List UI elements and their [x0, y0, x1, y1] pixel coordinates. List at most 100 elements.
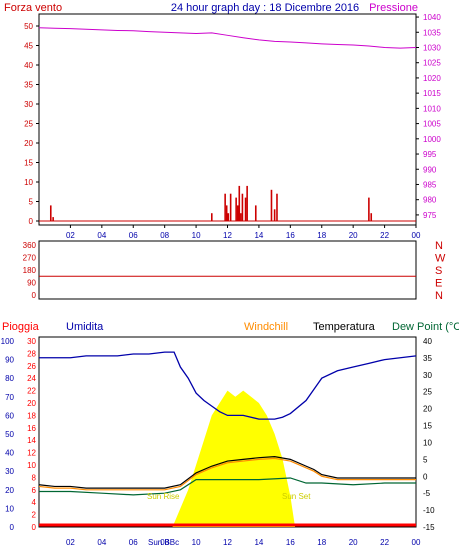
temperature-line	[38, 456, 416, 489]
temperature-axis-tick: 5	[423, 455, 428, 464]
temperature-axis-tick: 40	[423, 337, 432, 346]
time-axis-tick: 02	[66, 231, 75, 240]
legend-humidity: Umidita	[66, 321, 104, 333]
panel1-axes: 0510152025303540455097598098599099510001…	[24, 13, 441, 240]
rain-axis-tick: 20	[27, 399, 36, 408]
time-axis-tick: 08	[160, 231, 169, 240]
time-axis-tick: 14	[254, 231, 263, 240]
direction-axis-tick: 270	[23, 254, 37, 263]
rain-axis-tick: 2	[32, 511, 37, 520]
windchill-line	[38, 457, 416, 491]
time-axis-tick: 06	[129, 231, 138, 240]
pressure-line	[38, 27, 417, 49]
wind-axis-tick: 40	[24, 61, 33, 70]
rain-axis-tick: 28	[27, 349, 36, 358]
wind-axis-tick: 30	[24, 100, 33, 109]
wind-axis-tick: 20	[24, 139, 33, 148]
direction-compass-label: S	[435, 265, 442, 277]
sunshine-area	[172, 390, 296, 527]
rain-axis-tick: 22	[27, 387, 36, 396]
time-axis-tick: 16	[286, 538, 295, 547]
pressure-axis-tick: 1035	[423, 28, 441, 37]
humidity-axis-tick: 60	[5, 411, 14, 420]
temperature-axis-tick: -10	[423, 506, 435, 515]
time-axis-tick: 08	[160, 538, 169, 547]
humidity-axis-tick: 100	[1, 337, 15, 346]
direction-compass-label: E	[435, 278, 442, 290]
humidity-axis-tick: 70	[5, 393, 14, 402]
time-axis-tick: 14	[254, 538, 263, 547]
time-axis-tick: 10	[192, 231, 201, 240]
time-axis-tick: 06	[129, 538, 138, 547]
humidity-axis-tick: 90	[5, 356, 14, 365]
panel3-axes: 0102030405060708090100024681012141618202…	[1, 337, 435, 547]
sun-box-label: Sun BBc	[148, 538, 179, 547]
time-axis-tick: 20	[349, 538, 358, 547]
humidity-axis-tick: 30	[5, 467, 14, 476]
time-axis-tick: 00	[412, 231, 421, 240]
humidity-axis-tick: 0	[10, 523, 15, 532]
sunrise-label: Sun Rise	[147, 492, 180, 501]
panel3-marks	[38, 351, 417, 527]
humidity-line	[39, 351, 417, 420]
time-axis-tick: 12	[223, 231, 232, 240]
time-axis-tick: 16	[286, 231, 295, 240]
temperature-axis-tick: 0	[423, 472, 428, 481]
time-axis-tick: 00	[412, 538, 421, 547]
direction-compass-label: N	[435, 290, 443, 302]
direction-compass-label: W	[435, 253, 446, 265]
rain-axis-tick: 30	[27, 337, 36, 346]
temperature-axis-tick: 25	[423, 388, 432, 397]
temperature-axis-tick: 10	[423, 438, 432, 447]
time-axis-tick: 20	[349, 231, 358, 240]
pressure-axis-tick: 1040	[423, 13, 441, 22]
direction-compass-label: N	[435, 240, 443, 252]
wind-axis-tick: 50	[24, 22, 33, 31]
rain-axis-tick: 24	[27, 374, 36, 383]
header-left-label: Forza vento	[4, 2, 62, 14]
pressure-axis-tick: 1025	[423, 59, 441, 68]
pressure-axis-tick: 990	[423, 165, 437, 174]
wind-axis-tick: 15	[24, 159, 33, 168]
pressure-axis-tick: 980	[423, 196, 437, 205]
rain-axis-tick: 12	[27, 449, 36, 458]
pressure-axis-tick: 1015	[423, 89, 441, 98]
rain-axis-tick: 26	[27, 362, 36, 371]
pressure-axis-tick: 1010	[423, 104, 441, 113]
dewpoint-line	[39, 477, 416, 496]
wind-axis-tick: 10	[24, 178, 33, 187]
wind-axis-tick: 25	[24, 120, 33, 129]
wind-axis-tick: 45	[24, 42, 33, 51]
humidity-axis-tick: 10	[5, 504, 14, 513]
rain-axis-tick: 18	[27, 411, 36, 420]
time-axis-tick: 12	[223, 538, 232, 547]
time-axis-tick: 04	[97, 231, 106, 240]
temperature-axis-tick: 30	[423, 371, 432, 380]
humidity-axis-tick: 80	[5, 374, 14, 383]
temperature-axis-tick: 20	[423, 405, 432, 414]
wind-axis-tick: 35	[24, 81, 33, 90]
time-axis-tick: 02	[66, 538, 75, 547]
wind-axis-tick: 0	[29, 217, 34, 226]
pressure-axis-tick: 975	[423, 211, 437, 220]
header-title: 24 hour graph day : 18 Dicembre 2016	[171, 2, 359, 14]
panel1-marks	[38, 27, 417, 222]
time-axis-tick: 22	[380, 231, 389, 240]
legend-rain: Pioggia	[2, 321, 40, 333]
time-axis-tick: 22	[380, 538, 389, 547]
rain-axis-tick: 14	[27, 436, 36, 445]
direction-axis-tick: 90	[27, 279, 36, 288]
temperature-axis-tick: -15	[423, 523, 435, 532]
time-axis-tick: 04	[97, 538, 106, 547]
time-axis-tick: 18	[317, 538, 326, 547]
temperature-axis-tick: 35	[423, 354, 432, 363]
direction-axis-tick: 0	[32, 291, 37, 300]
humidity-axis-tick: 20	[5, 486, 14, 495]
sunset-label: Sun Set	[282, 492, 311, 501]
legend-windchill: Windchill	[244, 321, 288, 333]
pressure-axis-tick: 1005	[423, 120, 441, 129]
legend-temperature: Temperatura	[313, 321, 376, 333]
rain-axis-tick: 4	[32, 498, 37, 507]
wind-axis-tick: 5	[29, 198, 34, 207]
